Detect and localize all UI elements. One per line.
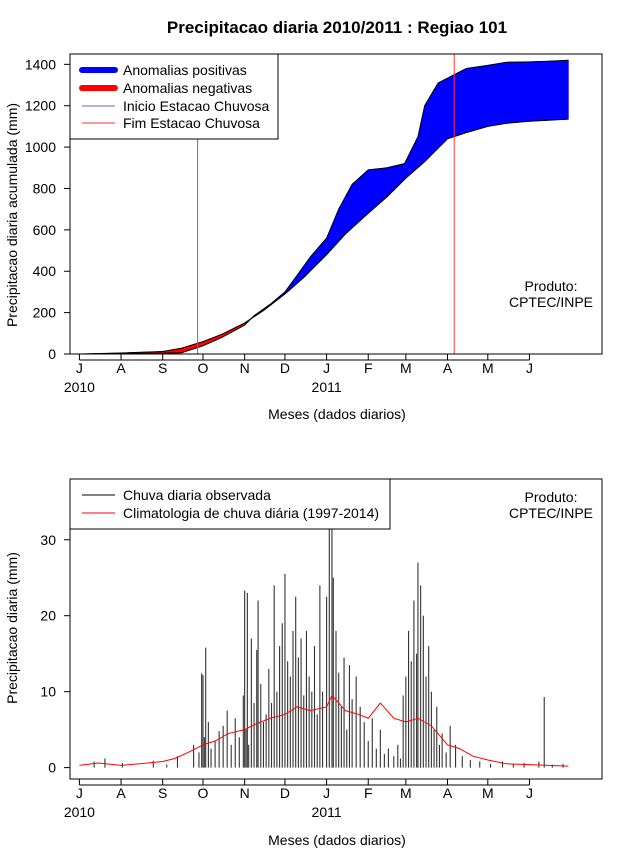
cumulative-y-axis: 0 200 400 600 800 1000 1200 1400 (25, 56, 70, 362)
daily-year-label: 2011 (312, 804, 342, 820)
cumulative-x-tick-label: S (158, 360, 167, 376)
daily-x-tick-label: O (198, 785, 209, 801)
legend-label-season-end: Fim Estacao Chuvosa (123, 115, 260, 131)
daily-product-label-line1: Produto: (525, 489, 578, 505)
daily-product-label-line2: CPTEC/INPE (509, 505, 593, 521)
cumulative-y-tick-label: 0 (48, 346, 56, 362)
observed-cumulative-line (79, 59, 569, 355)
daily-panel: 0 10 20 30 J A S O N D J F M A M J 2010 2011 Meses (dado… (4, 478, 603, 848)
cumulative-x-axis-label: Meses (dados diarios) (268, 406, 406, 422)
figure-title: Precipitacao diaria 2010/2011 : Regiao 1… (167, 18, 507, 37)
daily-x-tick-label: N (240, 785, 250, 801)
cumulative-x-tick-label: A (443, 360, 453, 376)
cumulative-plot-frame (69, 53, 603, 355)
daily-y-tick-label: 30 (40, 532, 56, 548)
daily-y-axis-label: Precipitacao diaria (mm) (4, 552, 20, 704)
cumulative-x-tick-label: F (364, 360, 373, 376)
daily-x-tick-label: J (526, 785, 533, 801)
cumulative-product-label-line1: Produto: (525, 278, 578, 294)
cumulative-x-axis: J A S O N D J F M A M J 2010 2011 (64, 354, 533, 395)
cumulative-year-label: 2011 (312, 379, 342, 395)
daily-legend-box (69, 478, 391, 530)
daily-plot-area (79, 486, 569, 768)
legend-label-climatology: Climatologia de chuva diária (1997-2014) (123, 505, 379, 521)
cumulative-x-tick-label: J (526, 360, 533, 376)
daily-x-tick-label: D (280, 785, 290, 801)
climatology-daily-line (79, 694, 569, 767)
daily-x-tick-label: J (76, 785, 83, 801)
daily-x-tick-label: J (323, 785, 330, 801)
legend-label-season-start: Inicio Estacao Chuvosa (123, 98, 270, 114)
daily-year-label: 2010 (64, 804, 95, 820)
cumulative-y-tick-label: 1200 (25, 98, 56, 114)
cumulative-y-tick-label: 400 (33, 263, 57, 279)
cumulative-x-tick-label: M (400, 360, 412, 376)
daily-x-tick-label: A (443, 785, 453, 801)
cumulative-panel: 0 200 400 600 800 1000 1200 1400 J A S O N D J F M A M J 20… (4, 53, 603, 422)
cumulative-x-tick-label: J (76, 360, 83, 376)
cumulative-legend: Anomalias positivas Anomalias negativas … (69, 53, 279, 140)
climatology-cumulative-line (79, 118, 569, 355)
legend-label-observed: Chuva diaria observada (123, 487, 271, 503)
daily-x-tick-label: A (116, 785, 126, 801)
daily-legend: Chuva diaria observada Climatologia de c… (69, 478, 391, 530)
daily-x-axis-label: Meses (dados diarios) (268, 832, 406, 848)
daily-y-tick-label: 20 (40, 608, 56, 624)
cumulative-year-label: 2010 (64, 379, 95, 395)
cumulative-x-tick-label: N (240, 360, 250, 376)
daily-x-tick-label: S (158, 785, 167, 801)
cumulative-x-tick-label: O (198, 360, 209, 376)
cumulative-x-tick-label: J (323, 360, 330, 376)
cumulative-y-axis-label: Precipitacao diaria acumulada (mm) (4, 103, 20, 327)
legend-label-positive: Anomalias positivas (123, 62, 247, 78)
cumulative-y-tick-label: 1000 (25, 139, 56, 155)
positive-anomaly-segment (566, 59, 569, 120)
cumulative-y-tick-label: 1400 (25, 56, 56, 72)
legend-label-negative: Anomalias negativas (123, 80, 252, 96)
cumulative-product-label-line2: CPTEC/INPE (509, 294, 593, 310)
cumulative-plot-area (79, 54, 569, 355)
daily-x-tick-label: F (364, 785, 373, 801)
cumulative-x-tick-label: A (116, 360, 126, 376)
daily-x-tick-label: M (400, 785, 412, 801)
daily-y-tick-label: 0 (48, 760, 56, 776)
cumulative-x-tick-label: D (280, 360, 290, 376)
daily-y-tick-label: 10 (40, 684, 56, 700)
cumulative-y-tick-label: 200 (33, 305, 57, 321)
daily-x-tick-label: M (482, 785, 494, 801)
cumulative-y-tick-label: 600 (33, 222, 57, 238)
cumulative-y-tick-label: 800 (33, 180, 57, 196)
daily-y-axis: 0 10 20 30 (40, 532, 70, 776)
cumulative-x-tick-label: M (482, 360, 494, 376)
daily-x-axis: J A S O N D J F M A M J 2010 2011 (64, 779, 533, 820)
